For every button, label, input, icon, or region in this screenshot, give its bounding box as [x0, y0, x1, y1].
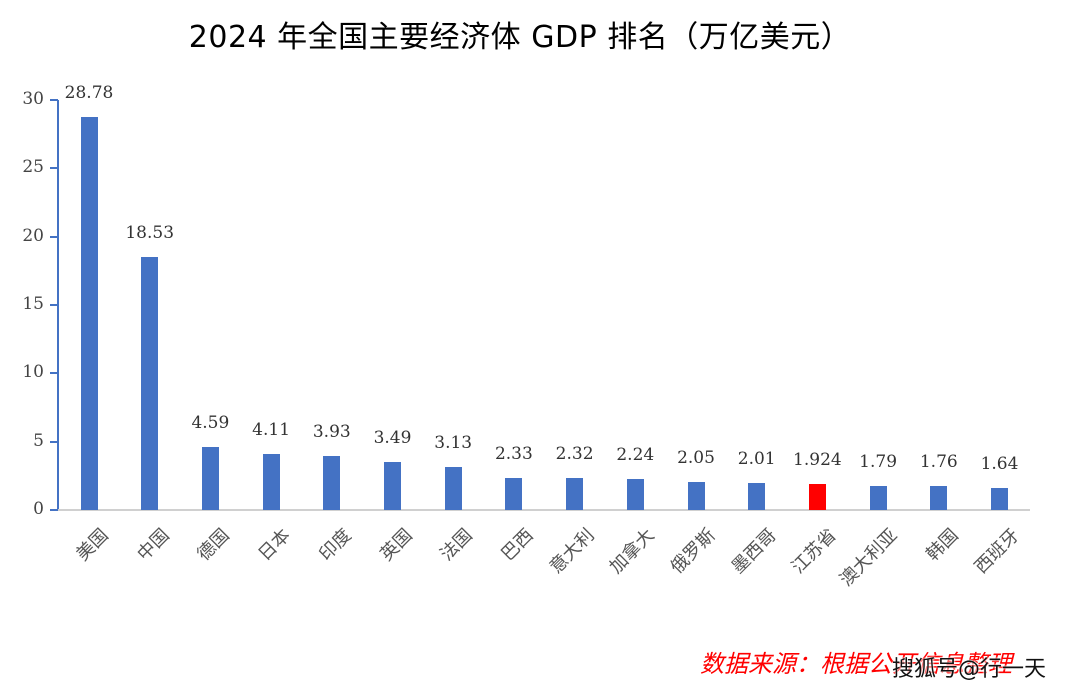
data-label: 1.64 — [980, 453, 1019, 474]
data-label: 4.59 — [191, 413, 230, 434]
y-tick-label: 5 — [33, 430, 44, 451]
y-axis-line — [57, 100, 59, 511]
y-tick — [50, 372, 58, 375]
y-tick — [50, 167, 58, 170]
bar — [505, 478, 523, 510]
data-label: 3.13 — [434, 433, 473, 454]
chart-title: 2024 年全国主要经济体 GDP 排名（万亿美元） — [188, 20, 852, 55]
data-label: 18.53 — [125, 222, 175, 243]
x-axis-line — [57, 509, 1030, 511]
y-tick — [50, 440, 58, 443]
bar — [869, 485, 887, 510]
data-label: 3.49 — [373, 428, 412, 449]
y-tick-label: 25 — [22, 157, 44, 178]
bar — [262, 453, 280, 510]
bar — [141, 256, 159, 510]
data-label: 1.924 — [793, 449, 842, 470]
bar — [991, 487, 1008, 510]
data-label: 2.33 — [494, 444, 533, 465]
data-label: 2.05 — [677, 447, 715, 468]
bar — [384, 462, 401, 510]
data-label: 28.78 — [64, 82, 114, 103]
bar — [930, 485, 948, 510]
bar — [323, 456, 341, 510]
y-tick — [50, 99, 58, 101]
data-label: 1.76 — [919, 451, 958, 472]
y-tick-label: 10 — [22, 362, 44, 383]
y-tick — [50, 235, 58, 238]
y-tick — [50, 509, 58, 511]
data-label: 2.24 — [616, 445, 655, 466]
data-label: 2.01 — [737, 448, 776, 469]
watermark: 搜狐号@行一天 — [892, 657, 1047, 682]
data-label: 4.11 — [252, 419, 291, 440]
y-tick — [50, 304, 58, 306]
bar — [444, 467, 462, 510]
bar — [201, 447, 219, 510]
bar — [626, 479, 644, 510]
y-tick-label: 20 — [22, 225, 44, 246]
data-label: 1.79 — [859, 451, 898, 472]
bar — [80, 116, 98, 510]
y-tick-label: 0 — [33, 499, 44, 519]
data-label: 3.93 — [312, 422, 351, 443]
y-tick-label: 15 — [22, 294, 44, 314]
y-tick-label: 30 — [22, 89, 44, 109]
bar — [566, 478, 584, 510]
bar-highlighted — [808, 483, 826, 510]
data-label: 2.32 — [555, 444, 594, 465]
source-note: 数据来源：根据公开信息整理 — [700, 650, 1012, 678]
bar — [748, 482, 766, 510]
bar — [687, 481, 705, 510]
